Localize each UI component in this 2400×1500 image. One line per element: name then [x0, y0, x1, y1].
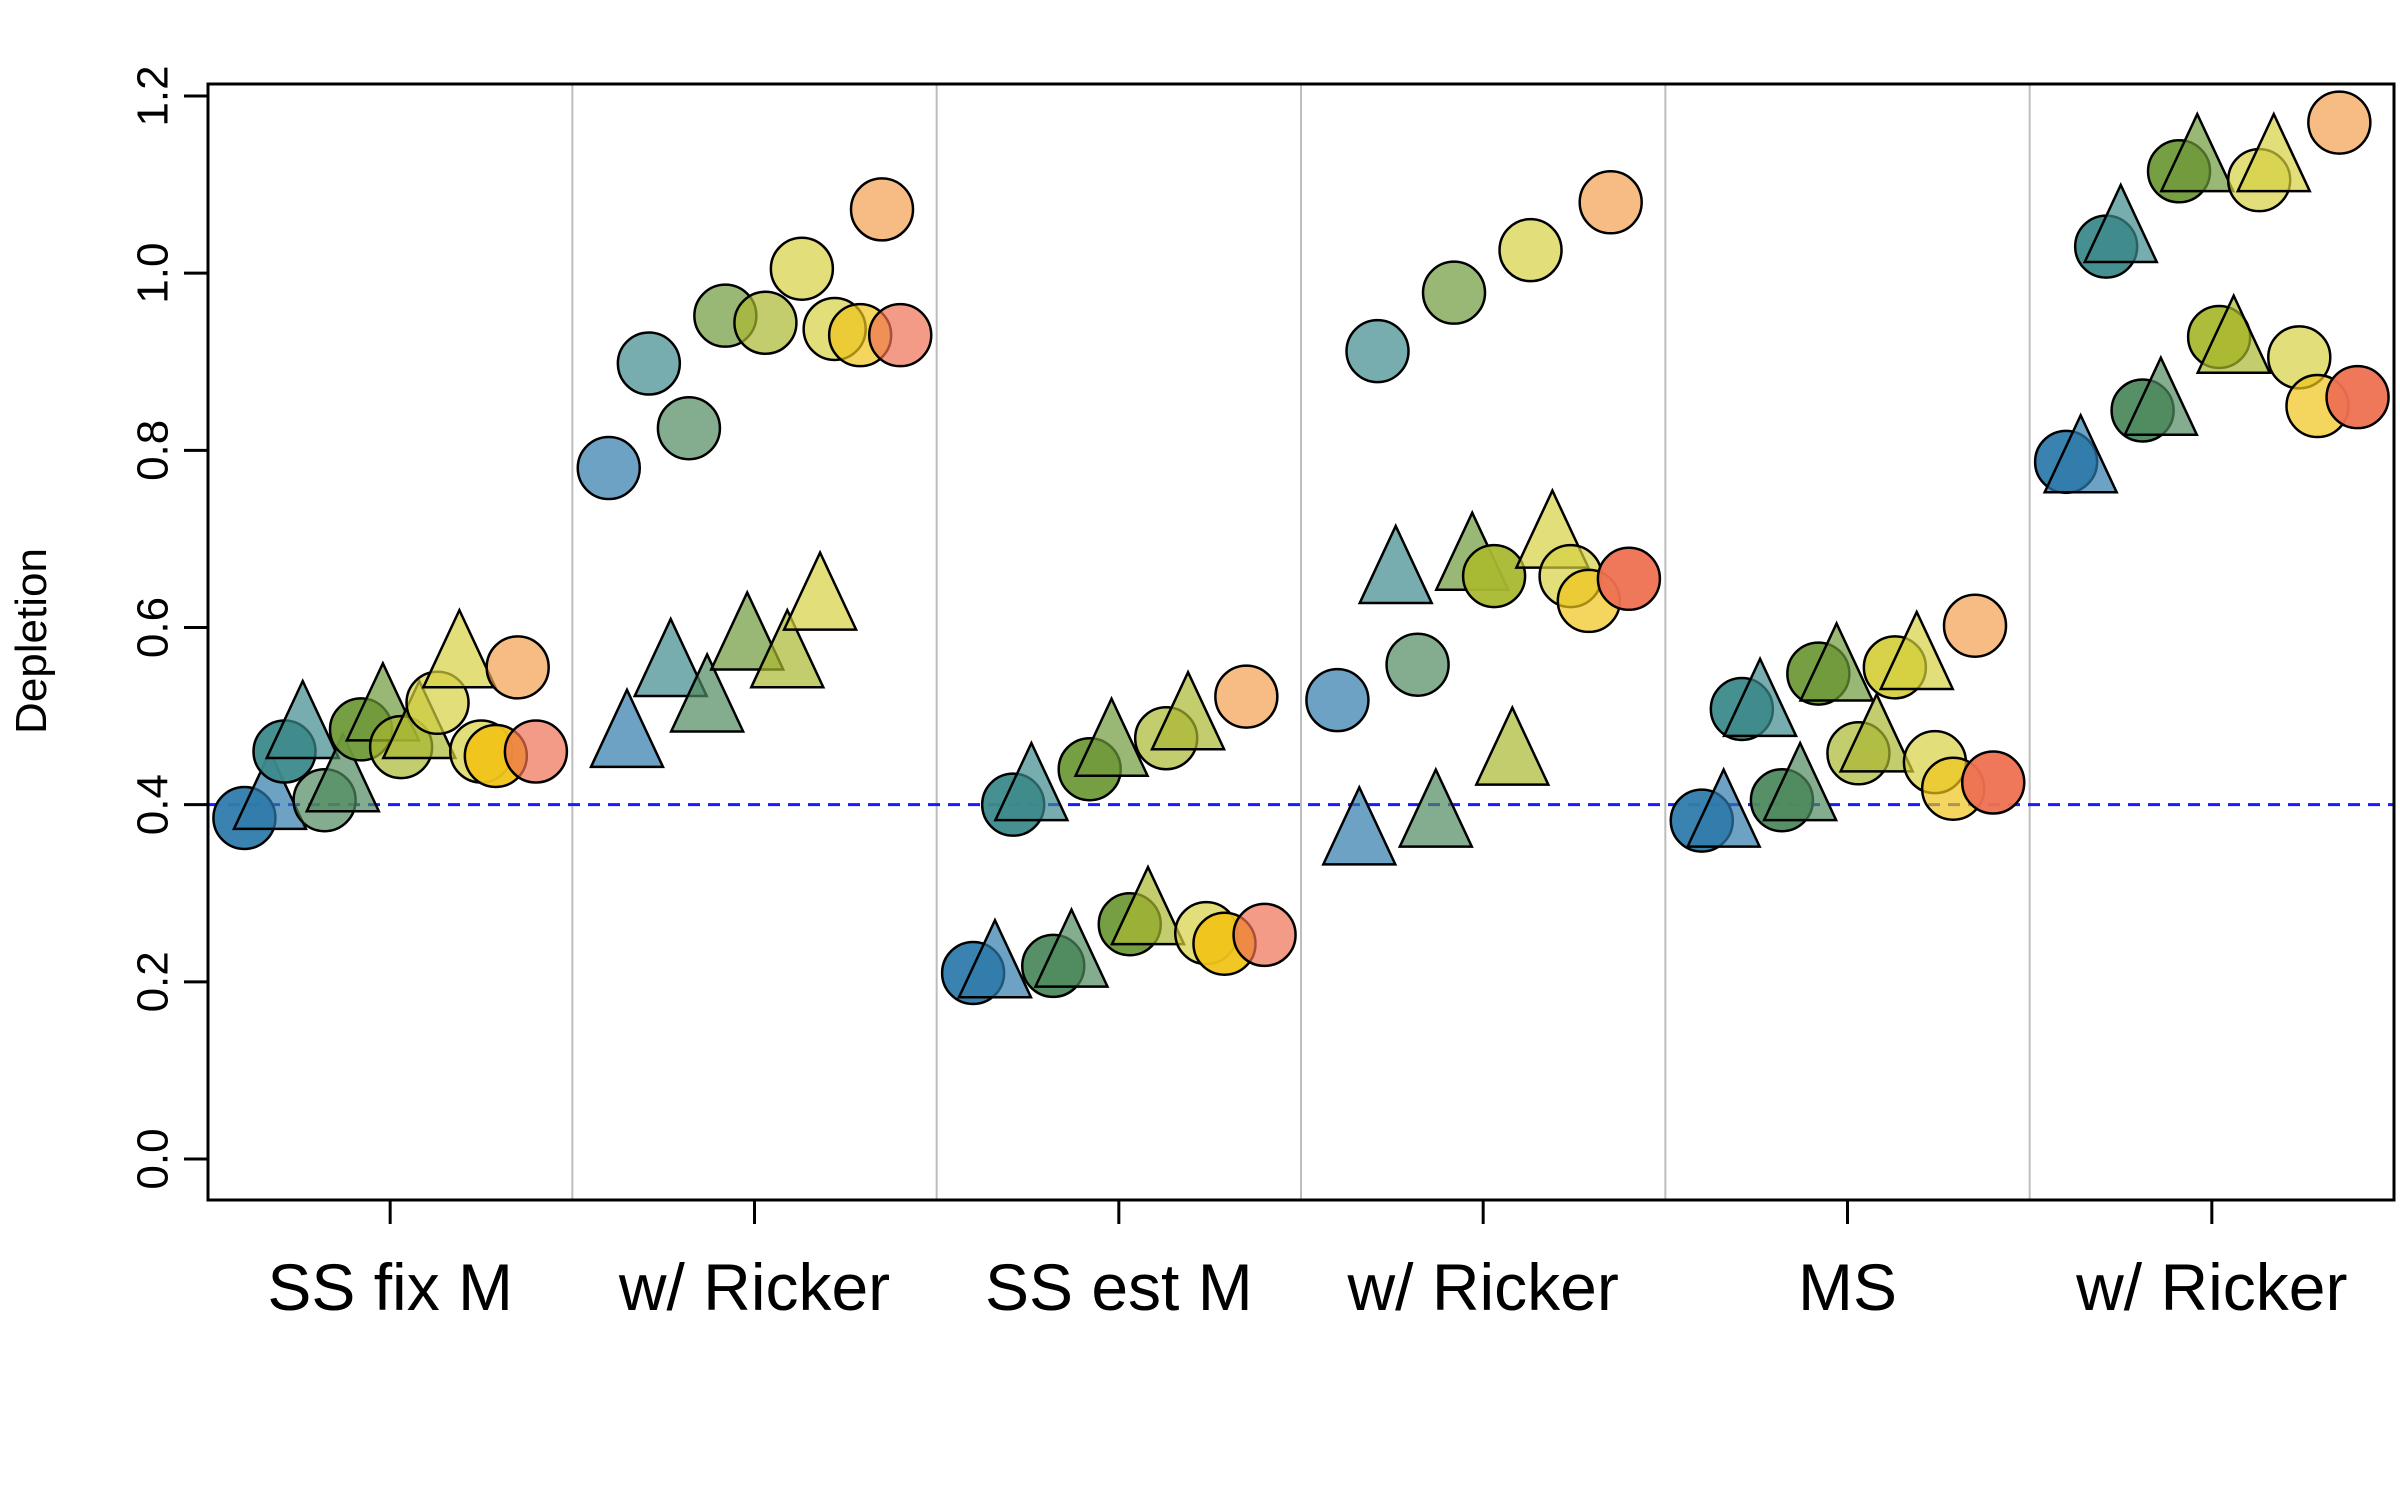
x-category-label: MS: [1798, 1250, 1897, 1324]
triangle-point: [749, 607, 826, 689]
circle-point: [1461, 543, 1527, 609]
circle-point: [1578, 170, 1643, 235]
triangle-point: [2195, 292, 2272, 374]
triangle-point: [1798, 620, 1875, 702]
triangle-point: [1722, 655, 1799, 738]
triangle-point: [1397, 766, 1474, 848]
triangle-point: [669, 651, 746, 733]
triangle-point: [782, 549, 859, 631]
circle-point: [1385, 632, 1450, 697]
triangle-point: [1110, 864, 1186, 946]
triangle-point: [2159, 111, 2236, 193]
triangle-point: [1073, 695, 1150, 778]
y-tick-label: 0.8: [128, 420, 177, 481]
x-category-label: w/ Ricker: [618, 1250, 890, 1324]
triangle-point: [956, 917, 1033, 999]
triangle-point: [589, 686, 665, 769]
circle-point: [656, 395, 722, 461]
y-tick-label: 1.0: [128, 243, 177, 304]
x-category-label: SS est M: [985, 1250, 1253, 1324]
circle-point: [576, 435, 642, 501]
axes: 0.0 0.2 0.4 0.6 0.8 1.0 1.2 SS fix M w/ Ricker SS…: [128, 65, 2396, 1324]
y-axis-title: Depletion: [7, 548, 56, 734]
circle-point: [2307, 90, 2372, 155]
triangle-point: [2042, 412, 2119, 494]
circle-point: [733, 290, 798, 356]
circle-point: [1232, 902, 1297, 968]
circle-point: [1942, 593, 2008, 658]
plot-frame: [206, 82, 2396, 1202]
circle-point: [1214, 664, 1279, 729]
y-tick-label: 0.4: [128, 774, 177, 835]
triangle-point: [1762, 740, 1839, 822]
circle-point: [867, 302, 933, 368]
circle-point: [1305, 667, 1370, 733]
triangle-point: [1474, 704, 1551, 786]
triangle-point: [1838, 691, 1915, 773]
x-category-label: w/ Ricker: [1346, 1250, 1618, 1324]
circle-point: [616, 331, 682, 396]
triangle-point: [1321, 784, 1398, 866]
circle-point: [1596, 546, 1662, 612]
data-points: [212, 90, 2390, 1006]
triangle-point: [264, 678, 341, 760]
y-tick-label: 0.6: [128, 597, 177, 658]
y-tick-label: 1.2: [128, 65, 177, 126]
y-tick-label: 0.0: [128, 1128, 177, 1189]
circle-point: [1421, 260, 1487, 325]
circle-point: [1498, 217, 1563, 283]
x-category-label: w/ Ricker: [2075, 1250, 2347, 1324]
circle-point: [849, 177, 915, 242]
circle-point: [769, 236, 835, 301]
circle-point: [2325, 364, 2390, 430]
y-tick-label: 0.2: [128, 951, 177, 1012]
circle-point: [503, 719, 569, 784]
circle-point: [1345, 318, 1410, 384]
triangle-point: [304, 731, 381, 813]
triangle-point: [709, 589, 786, 671]
plot-area: [571, 84, 2031, 1200]
triangle-point: [1357, 523, 1434, 605]
triangle-point: [993, 740, 1070, 822]
triangle-point: [2082, 182, 2159, 264]
x-category-label: SS fix M: [267, 1250, 513, 1324]
triangle-point: [1878, 608, 1955, 691]
triangle-point: [632, 616, 709, 698]
circle-point: [1960, 750, 2026, 815]
triangle-point: [1685, 766, 1762, 848]
circle-point: [485, 635, 550, 700]
triangle-point: [231, 748, 308, 831]
triangle-point: [2235, 111, 2312, 193]
triangle-point: [2122, 354, 2199, 436]
triangle-point: [421, 607, 498, 689]
triangle-point: [1150, 669, 1227, 751]
triangle-point: [1033, 906, 1110, 988]
